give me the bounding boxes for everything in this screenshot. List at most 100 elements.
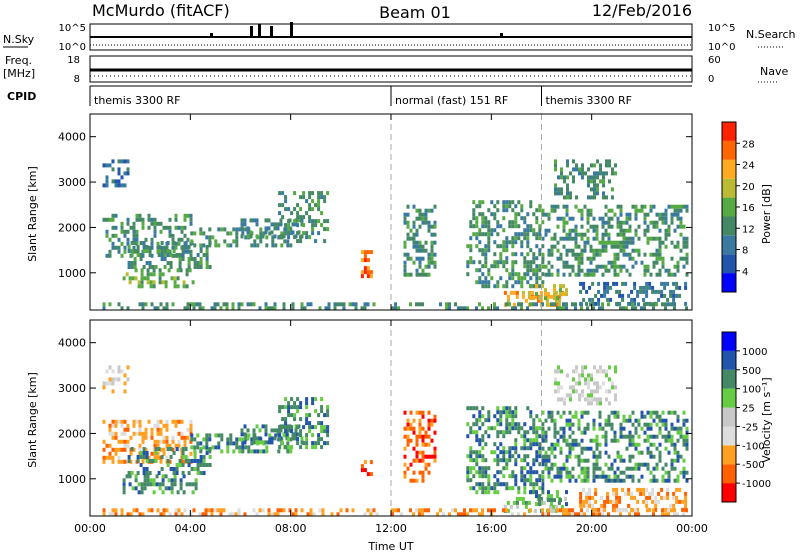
data-cell (681, 499, 685, 504)
data-cell (646, 264, 650, 269)
data-cell (136, 471, 140, 475)
data-cell (153, 217, 157, 222)
data-cell (581, 175, 584, 180)
data-cell (111, 431, 115, 436)
data-cell (554, 159, 557, 164)
data-cell (433, 252, 437, 257)
data-cell (326, 441, 330, 446)
data-cell (634, 260, 638, 265)
data-cell (595, 224, 599, 229)
data-cell (172, 241, 176, 245)
data-cell (317, 441, 321, 446)
data-cell (158, 276, 162, 281)
data-cell (678, 293, 682, 298)
data-cell (296, 211, 300, 216)
data-cell (583, 240, 587, 245)
data-cell (264, 424, 268, 429)
data-cell (283, 231, 287, 236)
data-cell (658, 442, 662, 447)
data-cell (542, 500, 546, 505)
data-cell (643, 204, 647, 209)
data-cell (587, 167, 590, 172)
data-cell (415, 302, 418, 307)
data-cell (535, 292, 538, 297)
data-cell (580, 450, 584, 455)
data-cell (415, 216, 419, 221)
data-cell (579, 491, 583, 496)
data-cell (162, 508, 166, 513)
data-cell (514, 474, 518, 479)
data-cell (679, 204, 683, 209)
data-cell (415, 454, 419, 459)
data-cell (158, 280, 162, 285)
data-cell (259, 235, 263, 240)
data-cell (185, 284, 189, 289)
data-cell (235, 437, 239, 442)
data-cell (610, 438, 614, 443)
data-cell (484, 216, 488, 221)
data-cell (569, 195, 572, 200)
data-cell (161, 482, 165, 487)
data-cell (583, 204, 587, 209)
data-cell (299, 417, 303, 422)
data-cell (628, 414, 632, 419)
data-cell (311, 425, 315, 430)
data-cell (575, 389, 578, 394)
data-cell (141, 217, 145, 222)
data-cell (532, 272, 536, 277)
data-cell (565, 470, 569, 475)
data-cell (493, 508, 496, 513)
data-cell (593, 171, 596, 176)
data-cell (490, 264, 494, 269)
data-cell (685, 418, 689, 423)
data-cell (186, 455, 190, 460)
data-cell (637, 224, 641, 229)
data-cell (155, 482, 159, 487)
data-cell (682, 224, 686, 229)
data-cell (571, 512, 574, 517)
colorbar-swatch (722, 197, 736, 217)
data-cell (613, 478, 617, 483)
data-cell (243, 424, 247, 429)
data-cell (173, 284, 177, 289)
data-cell (192, 508, 196, 513)
data-cell (418, 212, 422, 217)
data-cell (565, 252, 569, 257)
data-cell (169, 455, 173, 459)
data-cell (654, 495, 658, 500)
data-cell (391, 508, 394, 513)
data-cell (631, 466, 635, 471)
data-cell (290, 429, 294, 434)
data-cell (132, 419, 136, 424)
data-cell (586, 470, 590, 475)
data-cell (607, 466, 611, 471)
data-cell (562, 260, 566, 265)
data-cell (409, 462, 413, 467)
data-cell (581, 389, 584, 394)
data-cell (190, 459, 194, 463)
data-cell (177, 512, 181, 517)
data-cell (157, 245, 161, 249)
data-cell (186, 435, 190, 440)
data-cell (108, 302, 112, 307)
data-cell (685, 244, 689, 249)
data-cell (565, 288, 568, 293)
data-cell (261, 440, 265, 445)
data-cell (523, 482, 527, 487)
data-cell (484, 280, 488, 285)
data-cell (577, 454, 581, 459)
data-cell (284, 421, 288, 426)
data-cell (607, 454, 611, 459)
data-cell (529, 260, 533, 265)
data-cell (196, 261, 200, 265)
data-cell (582, 281, 586, 286)
data-cell (675, 281, 679, 286)
data-cell (421, 470, 425, 475)
data-cell (427, 462, 431, 467)
data-cell (466, 306, 469, 311)
data-cell (302, 223, 306, 228)
data-cell (178, 463, 182, 467)
data-cell (481, 264, 485, 269)
data-cell (673, 446, 677, 451)
data-cell (193, 231, 197, 236)
